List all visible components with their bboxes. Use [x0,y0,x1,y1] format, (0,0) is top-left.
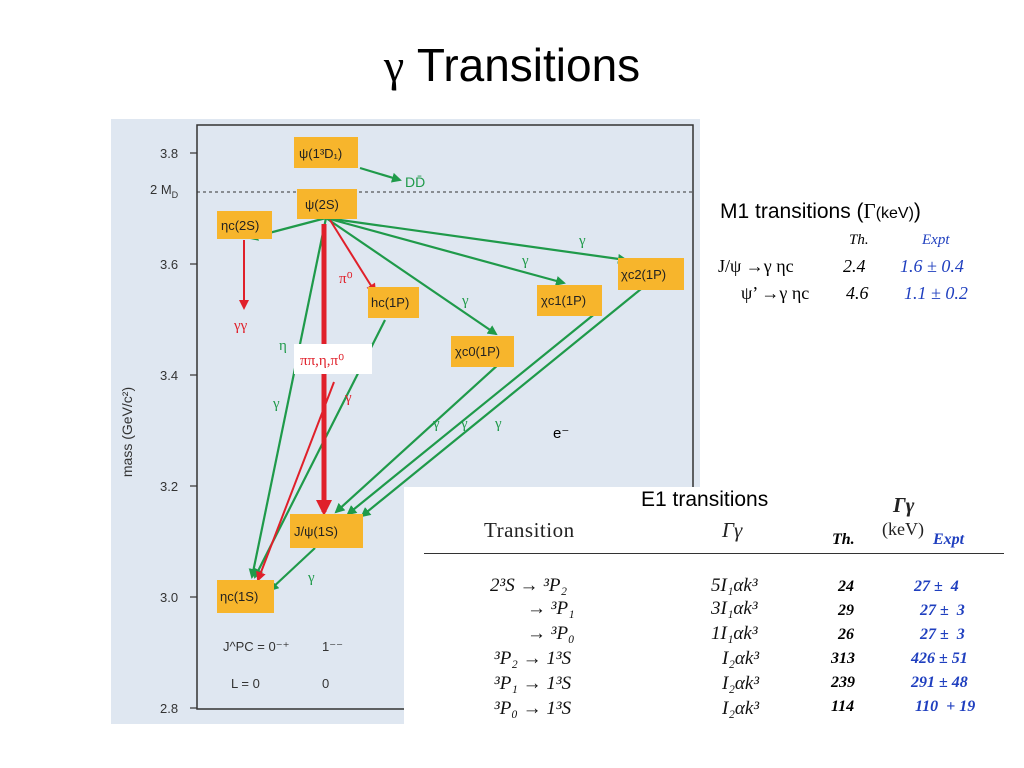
e1-row-formula: 1I₁αk³ [711,623,758,644]
l-label: 0 [322,676,329,691]
e1-col-expt: Expt [933,531,965,548]
e1-row-expt: 291 ± 48 [911,674,968,691]
state-psi2s [297,189,357,219]
state-label: χc0(1P) [455,344,500,359]
state-label: ψ(1³D₁) [299,146,342,161]
y-axis-label: mass (GeV/c²) [119,387,135,477]
state-boxes [217,137,684,613]
m1-row-th: 2.4 [843,256,866,276]
gamma-label: γ [460,416,468,432]
e1-header-gamma: Γγ [722,518,743,542]
e1-row-th: 239 [831,674,855,691]
m1-row-transition: ψ’ →γ ηc [741,283,810,303]
e1-header-gamma2: Γγ [893,493,915,517]
e1-row-transition: → ³P₁ [527,598,575,619]
tick-label: 3.4 [160,368,178,383]
gamma-label: γ [578,233,586,249]
e1-row-expt: 110 + 19 [915,698,976,715]
tick-label: 3.8 [160,146,178,161]
pi0-label: π⁰ [339,271,353,287]
state-psi3770 [294,137,358,168]
e1-row-expt: 426 ± 51 [911,650,968,667]
e1-header-transition: Transition [484,518,575,542]
e1-col-th: Th. [832,531,855,548]
e1-row-th: 114 [831,698,855,715]
y-axis-ticks [190,152,197,709]
gammagamma-label: γγ [233,318,248,334]
m1-row-expt: 1.6 ± 0.4 [900,256,964,276]
e1-row-expt: 27 ± 3 [920,626,965,643]
eta-label: η [279,338,287,354]
state-label: ηc(1S) [220,589,258,604]
e1-row-formula: I₂αk³ [722,673,760,694]
threshold-label: 2 MD [150,182,179,200]
gamma-label: γ [432,416,440,432]
l-label: L = 0 [231,676,260,691]
e1-row-th: 29 [838,602,854,619]
state-chic2 [618,258,684,290]
jpc-label: J^PC = 0⁻⁺ [223,639,289,654]
e1-header-rule [424,553,1004,554]
m1-col-th: Th. [849,232,869,248]
e1-row-th: 313 [831,650,855,667]
state-label: ηc(2S) [221,218,259,233]
e1-row-transition: ³P₂ → 1³S [494,648,572,669]
m1-row-transition: J/ψ →γ ηc [718,256,794,276]
e1-arrows [248,166,642,592]
state-label: J/ψ(1S) [294,524,338,539]
e1-row-formula: 5I₁αk³ [711,575,758,596]
e1-row-transition: ³P₁ → 1³S [494,673,572,694]
ddbar-label: DD̄ [405,174,425,190]
e1-row-expt: 27 ± 3 [920,602,965,619]
e1-row-expt: 27 ± 4 [914,578,959,595]
pipi-label-box [294,344,372,374]
e1-row-transition: → ³P₀ [527,623,575,644]
e1-header-unit: (keV) [882,519,924,539]
state-chic1 [537,285,602,316]
state-label: χc2(1P) [621,267,666,282]
eminus-label: e⁻ [553,425,569,442]
state-etac1s [217,580,274,613]
gamma-label: γ [461,293,469,309]
e1-title: E1 transitions [641,488,769,511]
gamma-label: γ [494,416,502,432]
jpc-label: 1⁻⁻ [322,639,343,654]
state-etac2s [217,211,272,239]
state-chic0 [451,336,514,367]
m1-row-expt: 1.1 ± 0.2 [904,283,968,303]
gamma-red-label: γ [344,390,352,406]
tick-label: 3.0 [160,590,178,605]
e1-row-th: 26 [838,626,854,643]
m1-col-expt: Expt [922,232,950,248]
state-label: χc1(1P) [541,293,586,308]
tick-label: 2.8 [160,701,178,716]
tick-label: 3.2 [160,479,178,494]
e1-row-formula: I₂αk³ [722,698,760,719]
e1-table-panel [404,487,1024,768]
gamma-label: γ [521,253,529,269]
e1-row-th: 24 [838,578,854,595]
e1-row-formula: 3I₁αk³ [711,598,758,619]
state-jpsi [290,514,363,548]
tick-label: 3.6 [160,257,178,272]
gamma-label: γ [307,570,315,586]
m1-row-th: 4.6 [846,283,869,303]
e1-row-formula: I₂αk³ [722,648,760,669]
e1-row-transition: 2³S → ³P₂ [490,575,568,596]
state-label: hc(1P) [371,295,409,310]
gamma-label: γ [272,396,280,412]
state-hc [368,287,419,318]
state-label: ψ(2S) [305,197,339,212]
m1-heading: M1 transitions (Γ(keV)) [720,199,921,223]
e1-row-transition: ³P₀ → 1³S [494,698,572,719]
pipi-label: ππ,η,π⁰ [300,353,344,369]
page-title: γ Transitions [383,39,641,91]
